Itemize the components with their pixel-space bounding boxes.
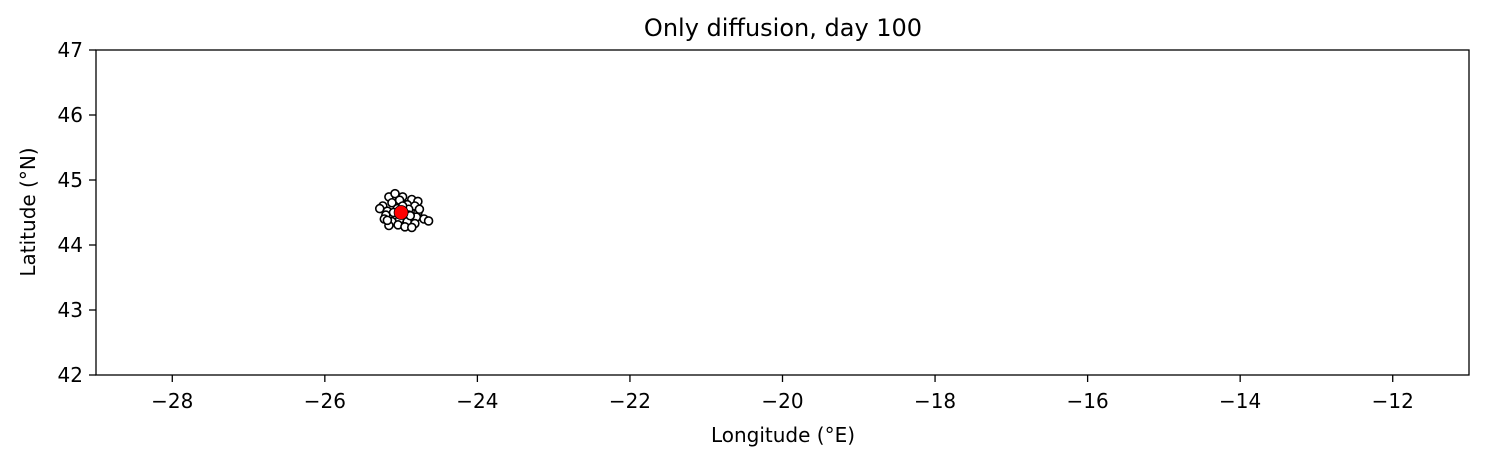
- chart-title: Only diffusion, day 100: [644, 14, 922, 42]
- x-tick-label: −28: [151, 389, 193, 413]
- plot-frame: [95, 49, 1470, 376]
- y-tick-label: 44: [58, 233, 83, 257]
- plot-area: [95, 49, 1470, 376]
- x-tick-label: −22: [609, 389, 651, 413]
- particle-marker: [414, 204, 425, 215]
- x-tick-label: −18: [914, 389, 956, 413]
- y-tick-label: 43: [58, 298, 83, 322]
- particle-marker: [382, 215, 393, 226]
- y-tick-label: 42: [58, 363, 83, 387]
- x-tick-label: −26: [304, 389, 346, 413]
- y-tick-label: 46: [58, 103, 83, 127]
- y-axis-ticks: 42 43 44 45 46 47: [58, 38, 96, 387]
- x-tick-label: −14: [1219, 389, 1261, 413]
- x-axis-ticks: −28 −26 −24 −22 −20 −18 −16 −14 −12: [151, 375, 1414, 413]
- particle-marker: [406, 222, 417, 233]
- y-axis-label: Latitude (°N): [16, 147, 40, 276]
- x-tick-label: −12: [1372, 389, 1414, 413]
- y-tick-label: 47: [58, 38, 83, 62]
- x-axis-label: Longitude (°E): [711, 423, 855, 447]
- data-points: [374, 188, 434, 233]
- y-tick-label: 45: [58, 168, 83, 192]
- x-tick-label: −16: [1067, 389, 1109, 413]
- particle-marker: [390, 188, 400, 199]
- particle-marker: [374, 203, 385, 214]
- x-tick-label: −20: [761, 389, 803, 413]
- x-tick-label: −24: [456, 389, 498, 413]
- release-point-marker: [393, 205, 409, 220]
- particle-marker: [423, 216, 434, 226]
